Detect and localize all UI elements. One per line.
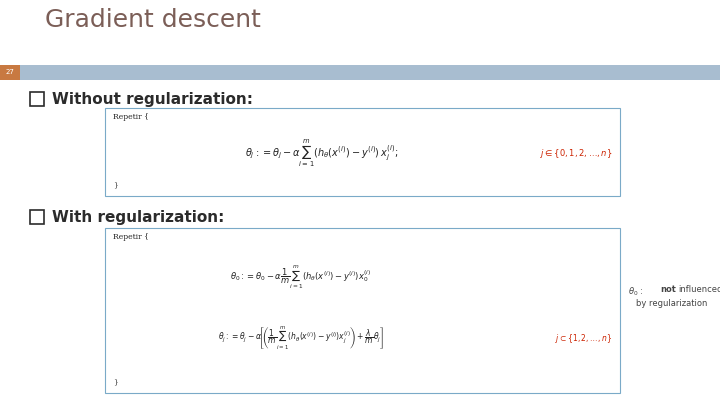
Text: influenced: influenced [678, 285, 720, 294]
Text: Repetir {: Repetir { [113, 233, 149, 241]
Text: by regularization: by regularization [636, 299, 707, 308]
Text: 27: 27 [6, 70, 14, 75]
Bar [105, 108, 620, 196]
Text: not: not [660, 285, 676, 294]
Text: With regularization:: With regularization: [52, 210, 225, 225]
Bar [0, 65, 720, 80]
Text: $\theta_0$ :: $\theta_0$ : [628, 285, 644, 298]
Bar [0, 65, 20, 80]
Text: $\theta_j := \theta_j - \alpha\!\left[\!\left(\dfrac{1}{m}\sum_{i=1}^{m}(h_\thet: $\theta_j := \theta_j - \alpha\!\left[\!… [217, 325, 384, 352]
Bar [105, 228, 620, 393]
Text: Repetir {: Repetir { [113, 113, 149, 121]
Text: Gradient descent: Gradient descent [45, 8, 261, 32]
Bar [30, 210, 44, 224]
Bar [30, 92, 44, 106]
Text: Without regularization:: Without regularization: [52, 92, 253, 107]
Text: $\theta_j := \theta_j - \alpha \sum_{i=1}^{m}(h_\theta(x^{(i)}) - y^{(i)})\, x_j: $\theta_j := \theta_j - \alpha \sum_{i=1… [245, 138, 398, 169]
Text: }: } [113, 181, 118, 189]
Text: }: } [113, 378, 118, 386]
Text: $\theta_0 := \theta_0 - \alpha \dfrac{1}{m}\sum_{i=1}^{m}(h_\theta(x^{(i)}) - y^: $\theta_0 := \theta_0 - \alpha \dfrac{1}… [230, 264, 372, 291]
Text: $j \in \{0, 1, 2, \ldots, n\}$: $j \in \{0, 1, 2, \ldots, n\}$ [540, 147, 612, 160]
Text: $j \subset \{1, 2, \ldots, n\}$: $j \subset \{1, 2, \ldots, n\}$ [555, 332, 612, 345]
